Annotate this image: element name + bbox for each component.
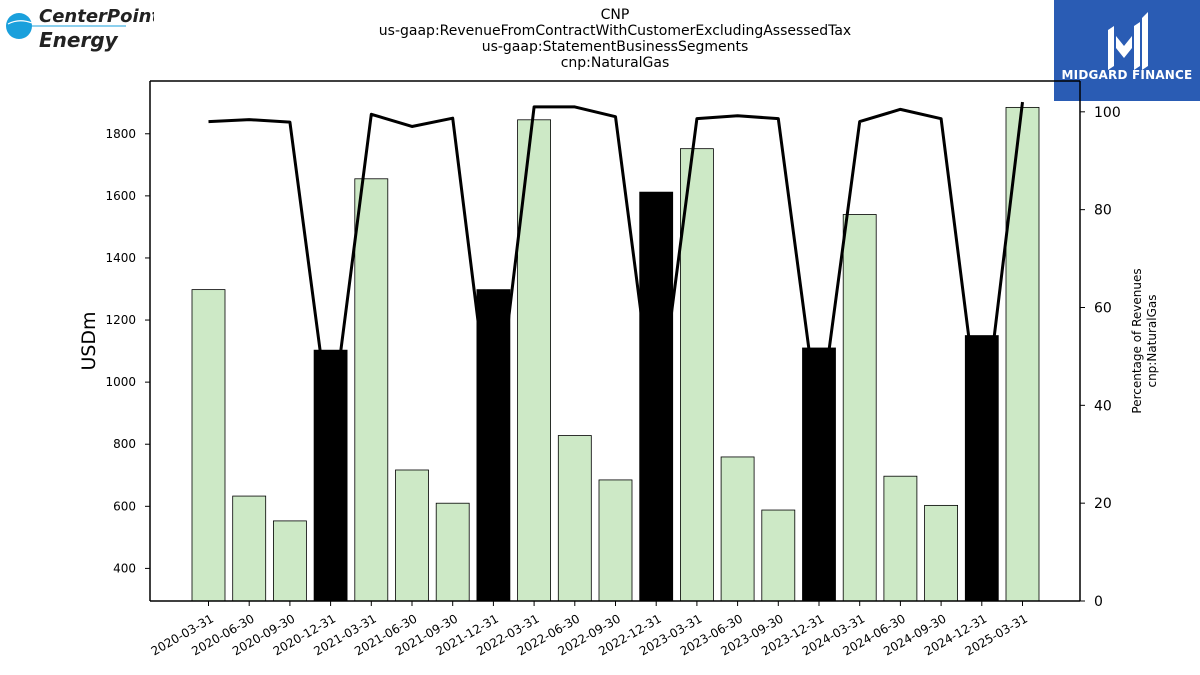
y-axis-title: USDm xyxy=(78,311,100,370)
chart-title: CNP us-gaap:RevenueFromContractWithCusto… xyxy=(300,7,930,71)
centerpoint-logo-line2: Energy xyxy=(39,28,119,52)
chart-title-line: us-gaap:StatementBusinessSegments xyxy=(481,39,749,55)
bar xyxy=(720,456,755,602)
bar xyxy=(761,509,796,602)
bars-layer xyxy=(191,106,1040,602)
y2-axis-title-line: Percentage of Revenues xyxy=(1130,268,1144,413)
bar xyxy=(272,520,307,602)
bar xyxy=(639,191,674,602)
y2-tick-label: 100 xyxy=(1094,105,1121,121)
bar xyxy=(598,479,633,602)
y-tick-label: 800 xyxy=(113,437,136,451)
midgard-m-icon xyxy=(1108,12,1148,70)
bar xyxy=(354,178,389,602)
bar xyxy=(802,347,836,602)
bar xyxy=(232,495,267,602)
y2-tick-label: 40 xyxy=(1094,398,1112,414)
bar xyxy=(883,475,918,602)
bar xyxy=(1005,106,1040,602)
bar xyxy=(435,502,470,602)
y-tick-label: 600 xyxy=(113,499,136,513)
y2-tick-label: 80 xyxy=(1094,203,1112,219)
y2-tick-label: 0 xyxy=(1094,594,1103,610)
bar xyxy=(191,289,226,602)
centerpoint-globe-icon: CenterPoint. Energy xyxy=(6,6,167,52)
y-tick-label: 1000 xyxy=(105,375,136,389)
chart-title-line: cnp:NaturalGas xyxy=(560,55,670,71)
y-tick-label: 1200 xyxy=(105,313,136,327)
percentage-series-line xyxy=(208,101,1024,446)
y-tick-label: 1600 xyxy=(105,189,136,203)
centerpoint-logo-line1: CenterPoint. xyxy=(39,6,154,27)
bar xyxy=(313,349,348,602)
y-tick-label: 400 xyxy=(113,561,136,575)
bar xyxy=(964,335,999,602)
bar xyxy=(557,435,592,602)
chart-title-line: us-gaap:RevenueFromContractWithCustomerE… xyxy=(378,23,852,39)
percentage-line-layer xyxy=(208,101,1024,446)
y2-tick-label: 20 xyxy=(1094,496,1112,512)
midgard-finance-wordmark: MIDGARD FINANCE xyxy=(1061,68,1193,82)
y-tick-label: 1400 xyxy=(105,251,136,265)
bar xyxy=(924,504,958,602)
y2-tick-label: 60 xyxy=(1094,300,1112,316)
midgard-finance-logo: MIDGARD FINANCE xyxy=(1054,0,1200,101)
centerpoint-logo: CenterPoint. Energy xyxy=(4,4,167,56)
y-tick-label: 1800 xyxy=(105,127,136,141)
bar xyxy=(395,469,429,602)
chart-title-line: CNP xyxy=(600,7,630,23)
bar xyxy=(842,214,877,602)
y2-axis-title-line: cnp:NaturalGas xyxy=(1145,294,1159,387)
bar xyxy=(680,148,714,602)
